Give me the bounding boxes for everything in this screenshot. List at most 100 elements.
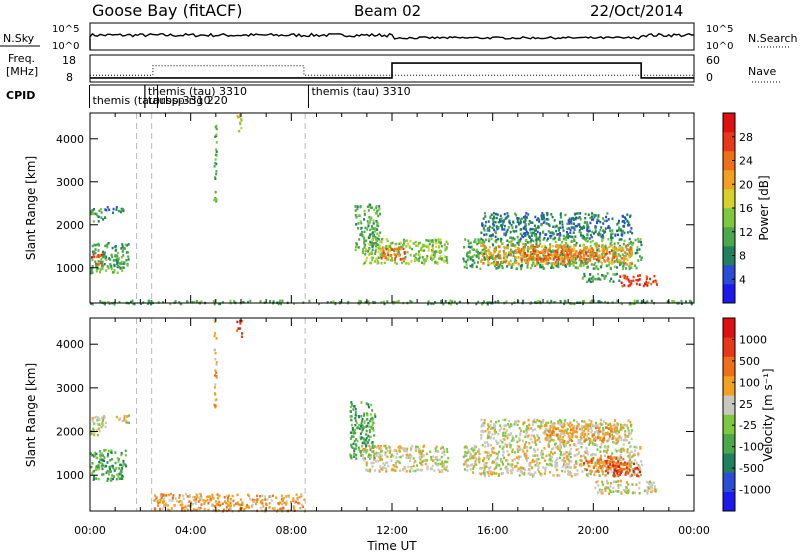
data-cell bbox=[523, 245, 526, 248]
data-cell bbox=[358, 448, 361, 451]
data-cell bbox=[616, 474, 619, 477]
data-cell bbox=[375, 245, 378, 248]
data-cell bbox=[371, 248, 374, 252]
data-cell bbox=[97, 249, 100, 252]
data-cell bbox=[386, 239, 389, 243]
data-cell bbox=[509, 251, 512, 254]
data-cell bbox=[628, 468, 631, 472]
data-cell bbox=[91, 271, 94, 274]
data-cell bbox=[582, 248, 585, 251]
data-cell bbox=[551, 452, 554, 456]
data-cell bbox=[566, 472, 569, 476]
data-cell bbox=[361, 454, 364, 457]
freq-label-2: [MHz] bbox=[6, 65, 38, 78]
data-cell bbox=[546, 262, 549, 266]
data-cell bbox=[368, 261, 371, 265]
data-cell bbox=[190, 501, 192, 505]
data-cell bbox=[573, 254, 576, 258]
data-cell bbox=[512, 254, 515, 257]
data-cell bbox=[363, 442, 366, 445]
data-cell bbox=[114, 254, 117, 257]
data-cell bbox=[625, 486, 628, 489]
data-cell bbox=[480, 244, 483, 247]
data-cell bbox=[565, 429, 568, 433]
data-cell bbox=[601, 423, 604, 426]
data-cell bbox=[464, 454, 467, 457]
data-cell bbox=[113, 303, 116, 306]
data-cell bbox=[584, 246, 587, 249]
data-cell bbox=[363, 237, 366, 240]
data-cell bbox=[498, 473, 500, 476]
data-cell bbox=[178, 500, 180, 504]
data-cell bbox=[481, 258, 483, 261]
data-cell bbox=[481, 303, 483, 306]
data-cell bbox=[168, 499, 171, 502]
data-cell bbox=[516, 251, 518, 254]
x-tick-label: 12:00 bbox=[376, 524, 408, 537]
data-cell bbox=[90, 270, 93, 274]
data-cell bbox=[228, 508, 230, 511]
data-cell bbox=[527, 418, 530, 422]
data-cell bbox=[458, 300, 461, 304]
data-cell bbox=[548, 224, 551, 227]
data-cell bbox=[396, 252, 399, 256]
data-cell bbox=[609, 485, 612, 488]
data-cell bbox=[589, 300, 592, 303]
data-cell bbox=[516, 461, 519, 465]
data-cell bbox=[404, 467, 407, 470]
data-cell bbox=[505, 246, 508, 249]
data-cell bbox=[603, 439, 606, 442]
data-cell bbox=[387, 255, 390, 258]
data-cell bbox=[281, 507, 284, 510]
data-cell bbox=[218, 494, 221, 498]
data-cell bbox=[522, 242, 525, 246]
data-cell bbox=[417, 448, 420, 451]
data-cell bbox=[473, 261, 476, 265]
data-cell bbox=[559, 300, 562, 303]
data-cell bbox=[567, 441, 570, 444]
data-cell bbox=[123, 416, 126, 420]
data-cell bbox=[638, 283, 641, 286]
data-cell bbox=[354, 431, 357, 435]
data-cell bbox=[213, 386, 216, 389]
data-cell bbox=[326, 301, 329, 304]
data-cell bbox=[589, 423, 592, 426]
data-cell bbox=[215, 154, 218, 157]
data-cell bbox=[557, 422, 560, 425]
data-cell bbox=[589, 472, 592, 476]
data-cell bbox=[498, 218, 501, 221]
data-cell bbox=[424, 462, 427, 466]
data-cell bbox=[487, 436, 490, 439]
data-cell bbox=[627, 419, 630, 422]
data-cell bbox=[523, 452, 526, 456]
data-cell bbox=[506, 468, 509, 471]
data-cell bbox=[621, 284, 624, 288]
data-cell bbox=[569, 262, 572, 265]
data-cell bbox=[423, 262, 426, 266]
data-cell bbox=[628, 237, 631, 241]
data-cell bbox=[434, 250, 437, 253]
data-cell bbox=[604, 459, 607, 463]
data-cell bbox=[91, 244, 94, 248]
data-cell bbox=[603, 251, 605, 255]
data-cell bbox=[514, 420, 517, 423]
data-cell bbox=[516, 247, 519, 250]
data-cell bbox=[604, 432, 607, 435]
data-cell bbox=[215, 150, 218, 153]
data-cell bbox=[478, 448, 480, 451]
data-cell bbox=[471, 263, 474, 267]
data-cell bbox=[93, 475, 96, 478]
data-cell bbox=[400, 261, 403, 265]
data-cell bbox=[557, 245, 560, 249]
data-cell bbox=[120, 207, 123, 211]
data-cell bbox=[552, 245, 555, 248]
data-cell bbox=[409, 299, 412, 303]
data-cell bbox=[500, 217, 503, 220]
data-cell bbox=[495, 261, 498, 264]
colorbar-swatch bbox=[723, 113, 735, 133]
data-cell bbox=[490, 427, 493, 430]
data-cell bbox=[484, 445, 487, 448]
data-cell bbox=[617, 486, 620, 489]
data-cell bbox=[473, 453, 476, 456]
data-cell bbox=[532, 434, 535, 438]
